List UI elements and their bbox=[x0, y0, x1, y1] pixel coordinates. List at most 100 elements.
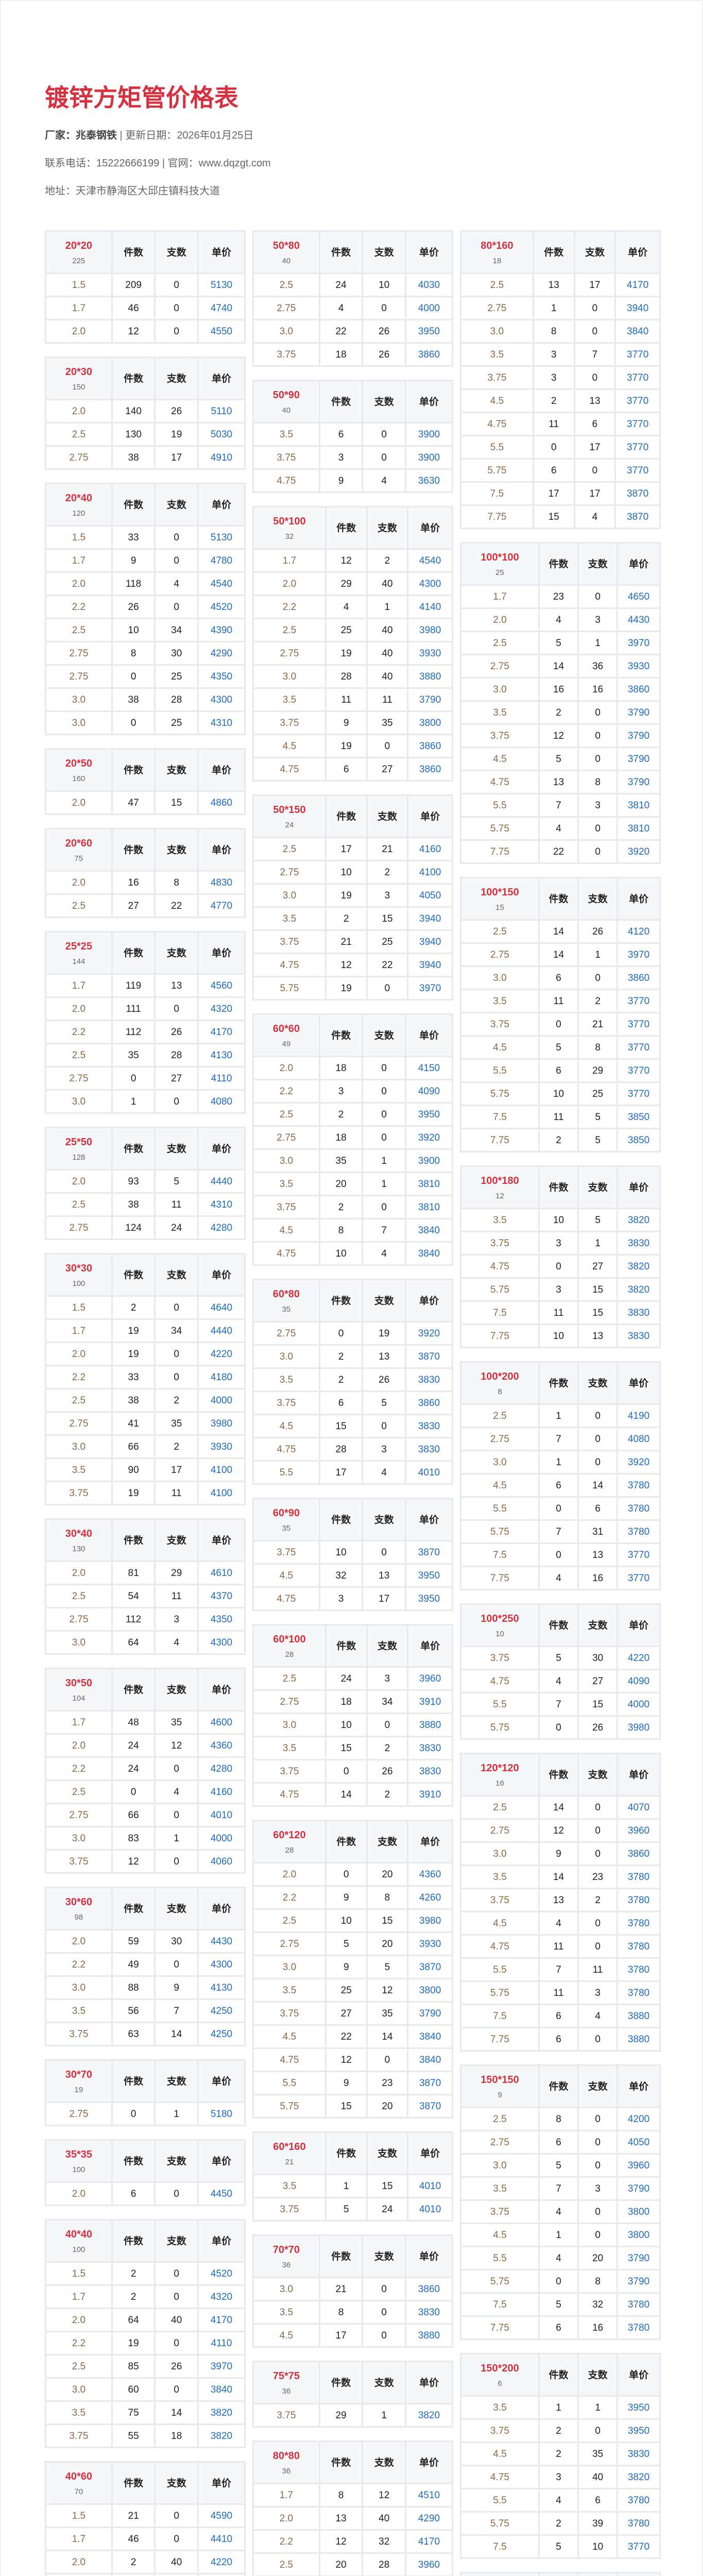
table-row: 2.2 26 0 4520 bbox=[46, 596, 245, 618]
thickness-cell: 5.75 bbox=[461, 1520, 539, 1543]
sticks-cell: 31 bbox=[578, 1520, 618, 1543]
thickness-cell: 3.0 bbox=[253, 1149, 319, 1172]
table-body: 1.7 12 2 4540 2.0 29 40 4300 2.2 4 1 4140 2.5 25 40 398… bbox=[253, 549, 452, 781]
table-row: 2.2 3 0 4090 bbox=[253, 1080, 452, 1103]
unit-price-cell: 4170 bbox=[198, 2574, 245, 2576]
table-row: 2.0 24 12 4360 bbox=[46, 1734, 245, 1757]
unit-price-header: 单价 bbox=[406, 1014, 452, 1056]
table-row: 3.0 2 13 3870 bbox=[253, 1345, 452, 1368]
pieces-cell: 11 bbox=[539, 1935, 578, 1958]
thickness-cell: 2.75 bbox=[46, 1216, 112, 1239]
pieces-cell: 20 bbox=[319, 1173, 363, 1195]
thickness-cell: 2.2 bbox=[46, 1366, 112, 1388]
table-row: 3.75 55 18 3820 bbox=[46, 2425, 245, 2447]
size-label: 30*40 bbox=[65, 1528, 93, 1539]
address-line: 地址：天津市静海区大邱庄镇科技大道 bbox=[45, 183, 661, 199]
table-row: 3.0 35 1 3900 bbox=[253, 1149, 452, 1172]
pieces-cell: 6 bbox=[539, 1059, 578, 1082]
pieces-cell: 6 bbox=[533, 459, 574, 482]
thickness-cell: 2.0 bbox=[46, 871, 112, 894]
unit-price-cell: 3770 bbox=[615, 413, 660, 435]
unit-price-cell: 4540 bbox=[198, 572, 245, 595]
pieces-cell: 12 bbox=[112, 320, 155, 343]
sticks-cell: 32 bbox=[363, 2530, 406, 2553]
table-row: 2.0 2 40 4220 bbox=[46, 2551, 245, 2573]
thickness-cell: 4.5 bbox=[253, 2324, 319, 2347]
pieces-cell: 5 bbox=[539, 2293, 578, 2316]
size-count: 36 bbox=[282, 2261, 291, 2269]
pieces-cell: 2 bbox=[112, 1296, 155, 1319]
thickness-cell: 4.75 bbox=[461, 1670, 539, 1692]
pieces-cell: 21 bbox=[319, 2278, 363, 2300]
thickness-cell: 3.75 bbox=[461, 724, 539, 747]
thickness-cell: 3.0 bbox=[253, 1345, 319, 1368]
pieces-header: 件数 bbox=[112, 1128, 155, 1170]
unit-price-cell: 3870 bbox=[406, 1541, 452, 1564]
table-row: 3.5 7 3 3790 bbox=[461, 2177, 660, 2200]
thickness-cell: 3.0 bbox=[46, 1631, 112, 1654]
table-body: 3.0 21 0 3860 3.5 8 0 3830 4.5 17 0 3880 bbox=[253, 2278, 452, 2347]
table-row: 5.5 7 11 3780 bbox=[461, 1958, 660, 1981]
table-row: 5.5 17 4 4010 bbox=[253, 1461, 452, 1484]
unit-price-cell: 4310 bbox=[198, 1193, 245, 1216]
thickness-cell: 2.0 bbox=[46, 2182, 112, 2205]
sticks-cell: 0 bbox=[578, 2028, 618, 2050]
sticks-cell: 0 bbox=[578, 1935, 618, 1958]
table-row: 5.75 3 15 3820 bbox=[461, 1278, 660, 1301]
thickness-cell: 3.75 bbox=[253, 711, 325, 734]
thickness-cell: 3.5 bbox=[253, 2175, 325, 2197]
thickness-cell: 1.5 bbox=[46, 2504, 112, 2527]
table-row: 3.5 3 7 3770 bbox=[461, 343, 660, 366]
sticks-cell: 26 bbox=[155, 1021, 198, 1043]
unit-price-cell: 4010 bbox=[198, 1804, 245, 1826]
unit-price-cell: 4080 bbox=[198, 1090, 245, 1113]
price-table: 100*250 10 件数 支数 单价 3.75 5 30 4220 4.75 4 27 4090 5.5… bbox=[460, 1603, 661, 1740]
unit-price-header: 单价 bbox=[406, 2235, 452, 2277]
pieces-cell: 112 bbox=[112, 1021, 155, 1043]
table-row: 3.75 12 0 4060 bbox=[46, 1850, 245, 1873]
thickness-cell: 4.5 bbox=[253, 2025, 325, 2048]
thickness-cell: 2.5 bbox=[253, 619, 325, 641]
header-row: 50*80 40 件数 支数 单价 bbox=[253, 231, 452, 273]
pieces-cell: 21 bbox=[325, 930, 367, 953]
sticks-cell: 8 bbox=[367, 1886, 408, 1909]
sticks-header: 支数 bbox=[155, 484, 198, 526]
pieces-cell: 9 bbox=[112, 549, 155, 572]
thickness-cell: 2.75 bbox=[46, 642, 112, 665]
thickness-cell: 1.7 bbox=[46, 1711, 112, 1734]
table-row: 2.5 24 3 3960 bbox=[253, 1667, 452, 1690]
unit-price-cell: 3830 bbox=[618, 2443, 660, 2465]
thickness-cell: 2.5 bbox=[46, 1044, 112, 1066]
pieces-cell: 12 bbox=[325, 954, 367, 976]
size-header: 100*180 12 bbox=[461, 1166, 539, 1208]
sticks-cell: 35 bbox=[367, 711, 408, 734]
sticks-cell: 30 bbox=[155, 1930, 198, 1953]
table-row: 2.75 5 20 3930 bbox=[253, 1933, 452, 1955]
sticks-cell: 12 bbox=[155, 1734, 198, 1757]
sticks-header: 支数 bbox=[363, 381, 406, 422]
table-row: 3.5 6 0 3900 bbox=[253, 423, 452, 446]
table-body: 3.5 10 5 3820 3.75 3 1 3830 4.75 0 27 3820 5.75 3 15 38… bbox=[461, 1209, 660, 1347]
pieces-header: 件数 bbox=[112, 932, 155, 974]
pieces-cell: 7 bbox=[539, 1520, 578, 1543]
price-table: 40*40 100 件数 支数 单价 1.5 2 0 4520 1.7 2 0 4320 2.0 64 40 4… bbox=[45, 2219, 246, 2448]
header-row: 60*160 21 件数 支数 单价 bbox=[253, 2132, 452, 2174]
sticks-header: 支数 bbox=[578, 2354, 618, 2396]
size-count: 75 bbox=[74, 854, 83, 863]
unit-price-cell: 4370 bbox=[198, 1585, 245, 1607]
sticks-header: 支数 bbox=[155, 1254, 198, 1296]
thickness-cell: 7.5 bbox=[461, 1301, 539, 1324]
unit-price-cell: 3780 bbox=[618, 1866, 660, 1888]
pieces-cell: 12 bbox=[539, 724, 578, 747]
thickness-cell: 2.5 bbox=[46, 619, 112, 641]
sticks-cell: 3 bbox=[363, 1438, 406, 1461]
thickness-cell: 2.0 bbox=[46, 320, 112, 343]
price-table: 60*80 35 件数 支数 单价 2.75 0 19 3920 3.0 2 13 3870 3.5 2 26… bbox=[252, 1279, 453, 1485]
thickness-cell: 3.75 bbox=[253, 1196, 319, 1218]
unit-price-cell: 3780 bbox=[618, 2512, 660, 2535]
thickness-cell: 4.75 bbox=[253, 2048, 325, 2071]
unit-price-header: 单价 bbox=[198, 1519, 245, 1561]
size-header: 80*80 36 bbox=[253, 2442, 319, 2483]
table-row: 4.75 6 27 3860 bbox=[253, 758, 452, 781]
unit-price-cell: 3880 bbox=[618, 2005, 660, 2027]
